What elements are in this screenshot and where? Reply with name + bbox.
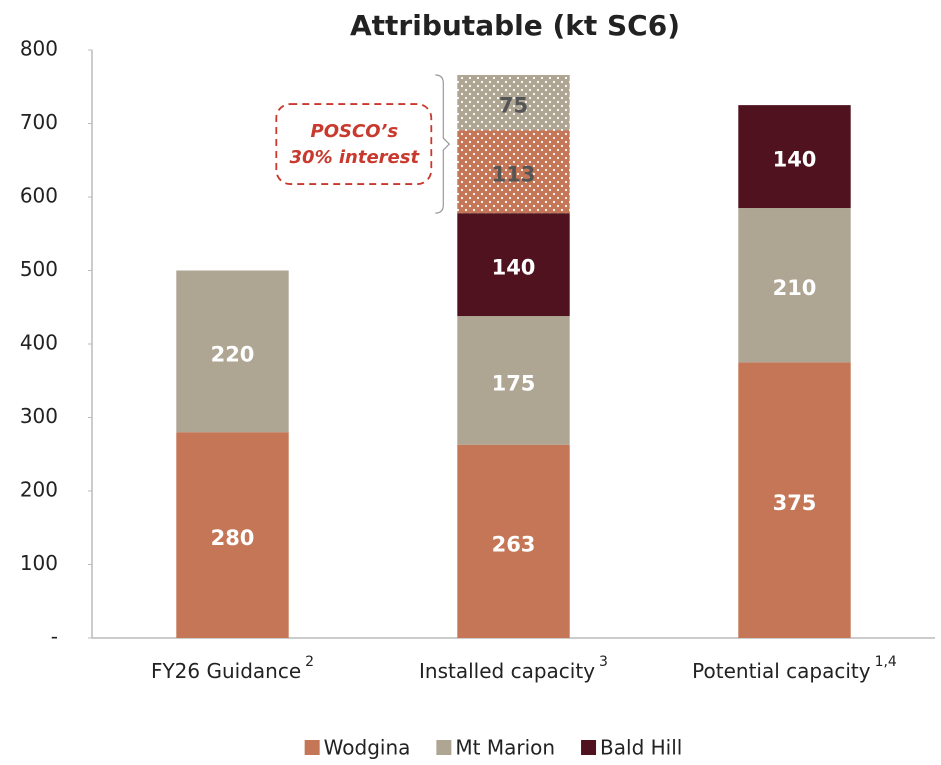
annotation-text: POSCO’s	[311, 121, 399, 142]
bar-segment	[457, 316, 570, 445]
chart-title: Attributable (kt SC6)	[350, 9, 680, 42]
bar-segment	[738, 362, 851, 638]
category-note: 1,4	[875, 654, 897, 670]
data-label: 280	[211, 526, 255, 550]
annotation-segment	[457, 74, 570, 131]
y-tick-label: 300	[20, 404, 58, 428]
y-tick-label: 200	[20, 478, 58, 502]
y-tick-label: 500	[20, 257, 58, 281]
annotation-text: 30% interest	[290, 147, 421, 168]
legend-label: Wodgina	[324, 736, 411, 760]
bar-segment	[457, 213, 570, 317]
legend-swatch	[436, 740, 452, 755]
legend-swatch	[581, 740, 597, 755]
category-name: FY26 Guidance	[151, 659, 301, 683]
legend-swatch	[304, 740, 320, 755]
category-name: Potential capacity	[692, 659, 871, 683]
category-note: 2	[305, 654, 314, 670]
data-label: 210	[773, 276, 817, 300]
legend-label: Mt Marion	[455, 736, 555, 760]
data-label: 375	[773, 491, 817, 515]
x-tick-label: FY26 Guidance 2	[151, 654, 314, 683]
category-note: 3	[599, 654, 608, 670]
x-tick-label: Potential capacity 1,4	[692, 654, 897, 683]
y-tick-label: 400	[20, 331, 58, 355]
y-tick-label: 700	[20, 110, 58, 134]
bar-segment	[457, 444, 570, 638]
legend: Wodgina Mt Marion Bald Hill	[304, 736, 682, 760]
x-tick-label: Installed capacity 3	[419, 654, 608, 683]
annotation-segment	[457, 130, 570, 214]
category-name: Installed capacity	[419, 659, 595, 683]
legend-label: Bald Hill	[600, 736, 682, 760]
bar-segment	[176, 432, 289, 638]
data-label: 263	[492, 532, 536, 556]
data-label: 175	[492, 371, 536, 395]
data-label: 220	[211, 342, 255, 366]
y-tick-label: -	[51, 625, 58, 649]
data-label: 113	[492, 163, 536, 187]
bar-segment	[176, 270, 289, 433]
y-tick-label: 800	[20, 37, 58, 61]
bar-segment	[738, 105, 851, 209]
y-tick-label: 600	[20, 184, 58, 208]
data-label: 140	[773, 148, 817, 172]
data-label: 140	[492, 256, 536, 280]
bar-segment	[738, 208, 851, 363]
data-label: 75	[499, 94, 528, 118]
y-tick-label: 100	[20, 551, 58, 575]
annotation-box	[275, 103, 433, 185]
bracket	[435, 74, 451, 214]
